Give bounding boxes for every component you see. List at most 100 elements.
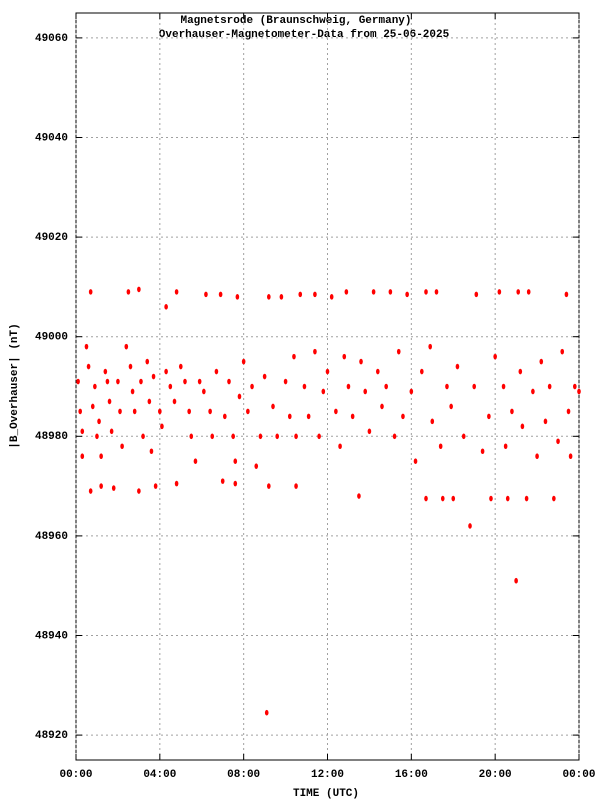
x-tick-label: 16:00 xyxy=(395,769,428,781)
data-point xyxy=(174,480,179,487)
x-axis-label: TIME (UTC) xyxy=(293,788,359,800)
data-point xyxy=(535,453,539,460)
data-point xyxy=(526,289,531,295)
data-point xyxy=(137,488,141,494)
data-point xyxy=(218,291,223,298)
y-tick-label: 48980 xyxy=(35,431,68,443)
data-point xyxy=(503,443,508,450)
data-point xyxy=(472,383,477,390)
data-point xyxy=(223,413,227,420)
data-point xyxy=(342,353,347,360)
data-point xyxy=(438,443,443,450)
data-point xyxy=(424,289,428,295)
data-point xyxy=(275,433,280,440)
chart-subtitle: Overhauser-Magnetometer-Data from 25-06-… xyxy=(159,29,450,41)
data-point xyxy=(141,433,145,440)
data-point xyxy=(497,289,502,295)
data-point xyxy=(78,408,82,415)
data-point xyxy=(518,368,523,375)
x-tick-label: 00:00 xyxy=(59,769,92,781)
data-point xyxy=(80,453,85,460)
y-tick-label: 48960 xyxy=(35,531,68,543)
data-point xyxy=(164,304,168,310)
data-point xyxy=(246,408,250,415)
data-point xyxy=(359,358,363,365)
data-point xyxy=(90,403,95,410)
data-point xyxy=(556,438,560,445)
data-point xyxy=(552,495,556,502)
data-point xyxy=(99,483,103,489)
data-point xyxy=(424,495,428,502)
data-point xyxy=(493,353,497,360)
data-point xyxy=(116,378,120,385)
y-tick-label: 49060 xyxy=(35,33,68,45)
data-point xyxy=(329,294,334,300)
y-tick-label: 49000 xyxy=(35,332,68,344)
data-point xyxy=(346,383,351,390)
data-point xyxy=(357,493,361,499)
data-point xyxy=(267,294,271,300)
data-point xyxy=(189,433,194,440)
y-tick-label: 49020 xyxy=(35,232,68,244)
data-point xyxy=(547,383,552,390)
data-point xyxy=(334,408,338,415)
data-point xyxy=(202,388,206,395)
data-point xyxy=(531,388,535,395)
data-point xyxy=(250,383,254,390)
data-point xyxy=(384,383,388,390)
data-point xyxy=(409,388,414,395)
data-point xyxy=(313,291,317,298)
data-point xyxy=(568,453,573,460)
data-point xyxy=(204,291,208,298)
data-point xyxy=(294,433,298,440)
y-axis-label: |B_Overhauser| (nT) xyxy=(9,323,21,448)
data-point xyxy=(147,398,152,405)
data-point xyxy=(151,373,156,380)
data-point xyxy=(298,291,303,298)
data-point xyxy=(430,418,435,425)
data-point xyxy=(164,368,168,375)
data-point xyxy=(258,433,263,440)
data-point xyxy=(137,286,141,293)
data-point xyxy=(187,408,191,415)
data-point xyxy=(283,378,288,385)
data-point xyxy=(271,403,275,410)
data-point xyxy=(174,289,179,295)
data-point xyxy=(107,398,112,405)
x-tick-label: 20:00 xyxy=(479,769,512,781)
data-point xyxy=(461,433,466,440)
data-point xyxy=(489,495,493,502)
data-point xyxy=(172,398,177,405)
data-point xyxy=(428,343,432,350)
data-point xyxy=(84,343,89,350)
data-point xyxy=(220,478,225,484)
data-point xyxy=(325,368,330,375)
data-point xyxy=(124,343,129,350)
data-point xyxy=(401,413,405,420)
data-point xyxy=(86,363,91,370)
data-point xyxy=(241,358,246,365)
data-point xyxy=(233,480,238,487)
data-point xyxy=(371,289,376,295)
data-point xyxy=(233,458,238,465)
data-point xyxy=(130,388,135,395)
data-point xyxy=(516,289,521,295)
data-point xyxy=(313,348,317,355)
data-point xyxy=(235,294,240,300)
data-point xyxy=(111,485,116,491)
data-point xyxy=(573,383,577,390)
data-point xyxy=(294,483,298,489)
data-point xyxy=(109,428,114,435)
data-point xyxy=(468,523,472,529)
data-point xyxy=(267,483,271,489)
data-point xyxy=(76,378,80,385)
data-point xyxy=(178,363,183,370)
data-point xyxy=(193,458,198,465)
data-point xyxy=(88,289,93,295)
data-point xyxy=(520,423,525,430)
chart-title: Magnetsrode (Braunschweig, Germany) xyxy=(180,15,411,27)
data-point xyxy=(149,448,154,455)
data-point xyxy=(445,383,449,390)
x-tick-label: 04:00 xyxy=(143,769,176,781)
